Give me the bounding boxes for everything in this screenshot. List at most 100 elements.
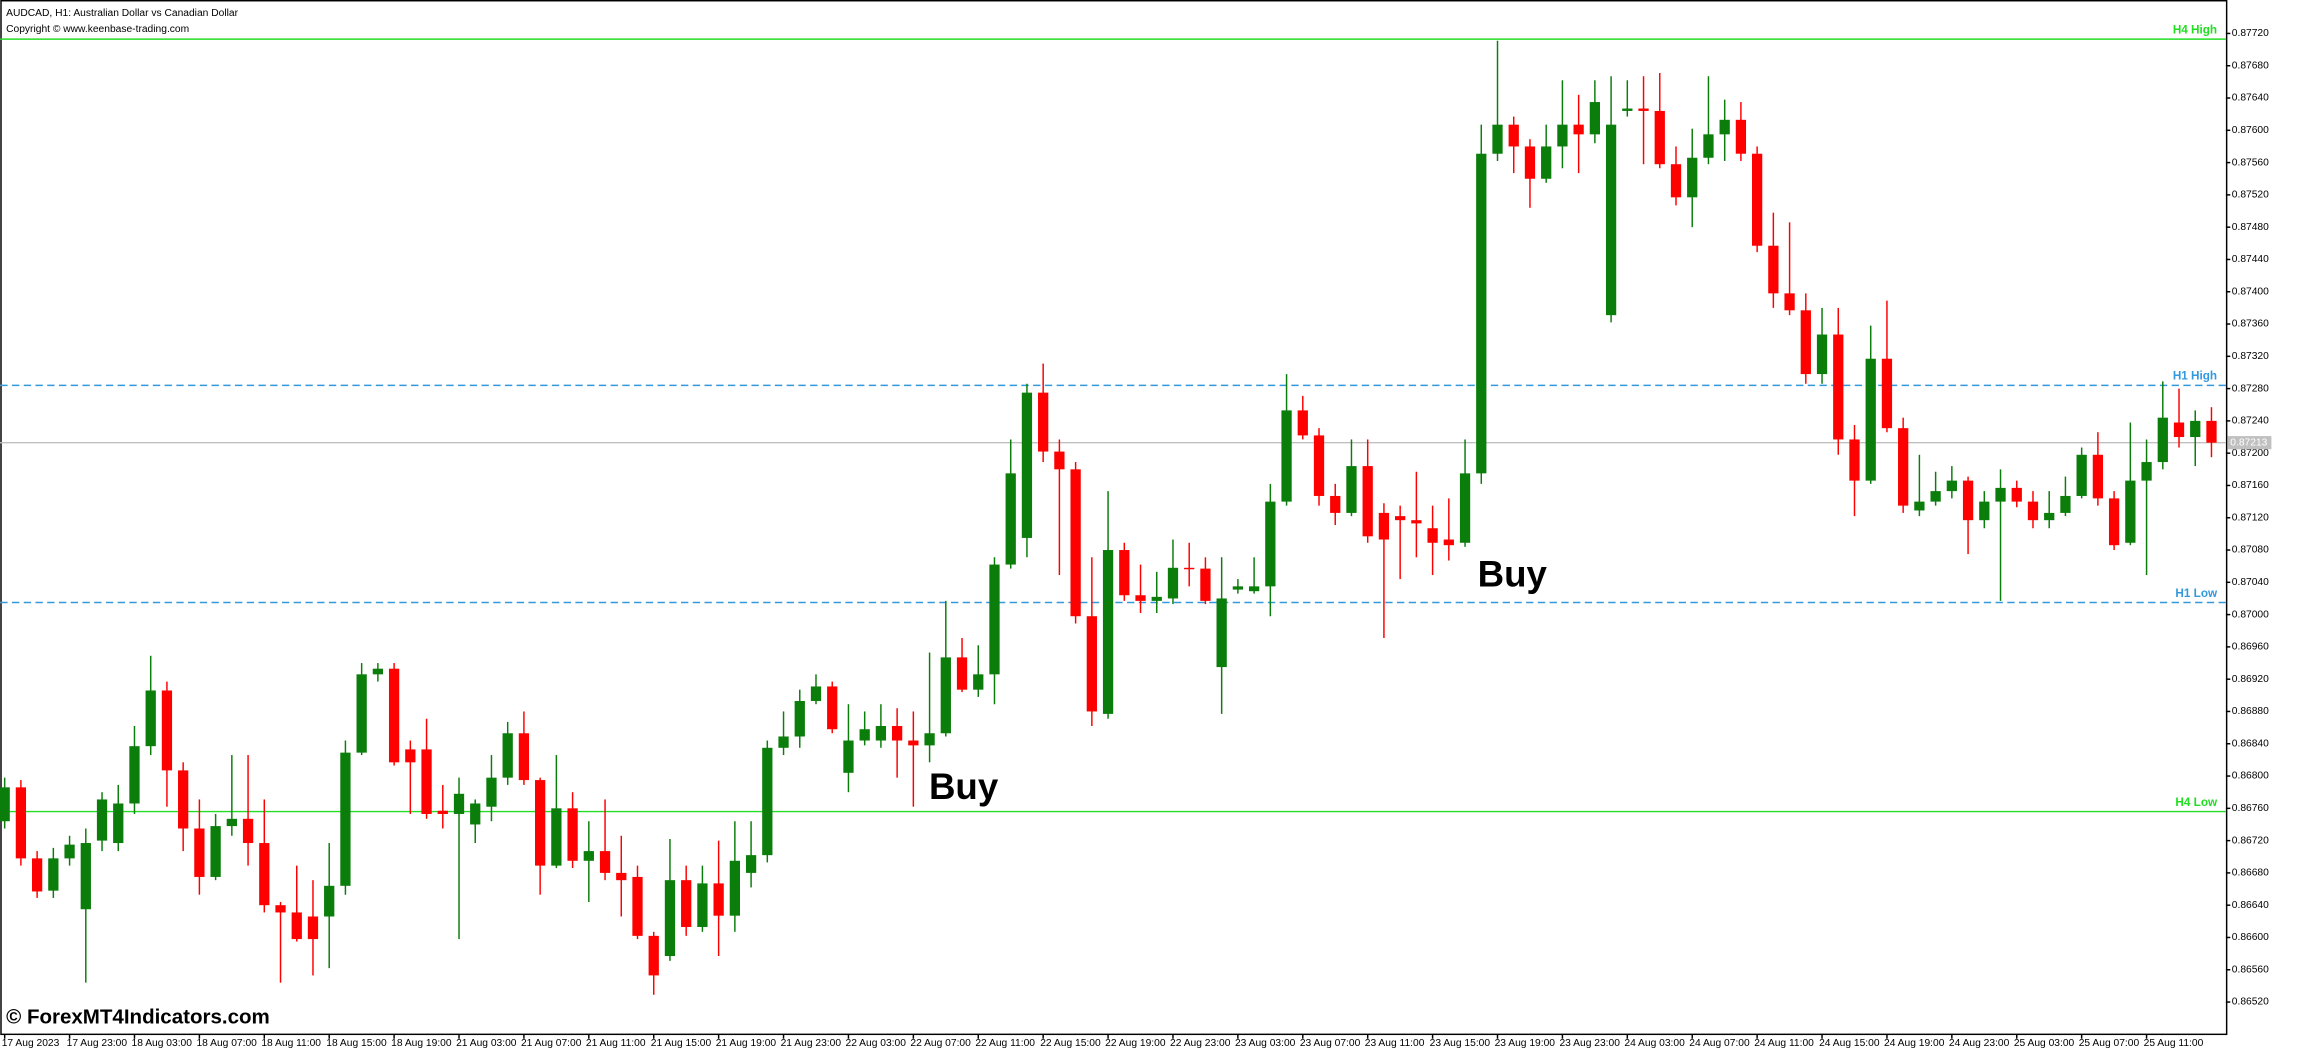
y-tick-label: 0.87560 bbox=[2232, 157, 2269, 168]
y-tick-label: 0.86840 bbox=[2232, 738, 2269, 749]
x-tick-label: 24 Aug 15:00 bbox=[1819, 1038, 1880, 1049]
candle-body bbox=[2076, 454, 2087, 496]
candle-body bbox=[0, 787, 10, 822]
candle-body bbox=[1735, 119, 1747, 154]
candle-body bbox=[1492, 124, 1503, 154]
candle-body bbox=[1703, 134, 1714, 158]
candle-body bbox=[242, 818, 254, 844]
candle-body bbox=[2027, 501, 2039, 521]
candle-body bbox=[940, 657, 951, 734]
candle-body bbox=[502, 733, 513, 778]
candle-body bbox=[810, 686, 822, 701]
candle-body bbox=[1313, 435, 1325, 496]
x-tick-label: 18 Aug 11:00 bbox=[261, 1038, 321, 1049]
candle-body bbox=[1395, 516, 1406, 521]
y-tick-label: 0.87440 bbox=[2232, 254, 2269, 265]
candle-body bbox=[843, 740, 854, 773]
x-tick-label: 25 Aug 11:00 bbox=[2144, 1038, 2204, 1049]
current-price-label: 0.87213 bbox=[2230, 437, 2267, 448]
candle-body bbox=[1459, 473, 1471, 543]
candle-body bbox=[96, 799, 108, 841]
candle-body bbox=[1476, 153, 1487, 474]
y-tick-label: 0.87720 bbox=[2232, 28, 2269, 39]
candle-body bbox=[1622, 108, 1633, 111]
candle-body bbox=[729, 860, 740, 916]
candle-body bbox=[713, 883, 724, 916]
y-tick-label: 0.87200 bbox=[2232, 448, 2269, 459]
candle-body bbox=[1248, 586, 1260, 592]
candle-body bbox=[745, 855, 757, 873]
candle-body bbox=[15, 787, 27, 859]
candle-body bbox=[2108, 498, 2120, 546]
y-tick-label: 0.87160 bbox=[2232, 480, 2269, 491]
y-tick-label: 0.87040 bbox=[2232, 577, 2269, 588]
candle-body bbox=[113, 803, 124, 844]
candle-body bbox=[1119, 550, 1130, 596]
y-tick-label: 0.87480 bbox=[2232, 222, 2269, 233]
candle-body bbox=[989, 564, 1000, 675]
x-tick-label: 22 Aug 19:00 bbox=[1105, 1038, 1166, 1049]
x-tick-label: 18 Aug 19:00 bbox=[391, 1038, 452, 1049]
candle-body bbox=[583, 851, 594, 861]
candle-body bbox=[275, 905, 286, 913]
candle-body bbox=[2173, 422, 2185, 438]
candle-body bbox=[1427, 528, 1438, 543]
candle-body bbox=[421, 749, 432, 814]
candle-body bbox=[259, 843, 270, 906]
candle-body bbox=[145, 690, 156, 747]
y-tick-label: 0.86560 bbox=[2232, 964, 2269, 975]
candle-body bbox=[1297, 410, 1308, 436]
y-tick-label: 0.86760 bbox=[2232, 803, 2269, 814]
candle-body bbox=[161, 690, 173, 771]
x-tick-label: 21 Aug 15:00 bbox=[651, 1038, 712, 1049]
candle-body bbox=[210, 826, 221, 877]
candle-body bbox=[1914, 501, 1925, 511]
x-tick-label: 22 Aug 07:00 bbox=[910, 1038, 971, 1049]
candle-body bbox=[1557, 124, 1568, 147]
level-label: H1 Low bbox=[2175, 587, 2218, 600]
annotation: Buy bbox=[929, 766, 999, 807]
candle-body bbox=[1670, 164, 1682, 198]
y-tick-label: 0.87400 bbox=[2232, 286, 2269, 297]
y-tick-label: 0.86640 bbox=[2232, 900, 2269, 911]
candle-body bbox=[664, 880, 676, 957]
candle-body bbox=[778, 736, 789, 748]
y-tick-label: 0.86920 bbox=[2232, 674, 2269, 685]
candle-body bbox=[1751, 153, 1763, 246]
candle-body bbox=[1865, 358, 1876, 481]
y-tick-label: 0.87520 bbox=[2232, 190, 2269, 201]
x-tick-label: 21 Aug 23:00 bbox=[781, 1038, 842, 1049]
candle-body bbox=[129, 746, 140, 804]
x-tick-label: 23 Aug 11:00 bbox=[1365, 1038, 1425, 1049]
candle-body bbox=[324, 885, 335, 917]
x-tick-label: 22 Aug 15:00 bbox=[1040, 1038, 1101, 1049]
candle-body bbox=[1849, 439, 1860, 481]
candle-body bbox=[2157, 417, 2168, 463]
candle-body bbox=[194, 828, 205, 877]
candle-body bbox=[1054, 451, 1065, 470]
x-tick-label: 21 Aug 03:00 bbox=[456, 1038, 517, 1049]
candle-body bbox=[1232, 586, 1244, 590]
candle-body bbox=[1151, 596, 1162, 601]
candle-body bbox=[1411, 520, 1422, 524]
candle-body bbox=[1654, 110, 1665, 165]
x-tick-label: 21 Aug 07:00 bbox=[521, 1038, 582, 1049]
candle-body bbox=[1995, 487, 2006, 502]
candle-body bbox=[1979, 501, 1990, 521]
candle-body bbox=[762, 747, 773, 856]
x-tick-label: 24 Aug 11:00 bbox=[1754, 1038, 1814, 1049]
y-tick-label: 0.86800 bbox=[2232, 771, 2269, 782]
candle-body bbox=[453, 793, 465, 814]
x-tick-label: 22 Aug 03:00 bbox=[846, 1038, 907, 1049]
candle-body bbox=[1687, 157, 1698, 198]
candle-body bbox=[2011, 487, 2022, 502]
candle-body bbox=[64, 844, 75, 859]
candle-body bbox=[48, 858, 59, 891]
candle-body bbox=[1816, 334, 1828, 375]
candle-body bbox=[1881, 358, 1893, 429]
candle-body bbox=[1962, 480, 1974, 521]
candle-body bbox=[551, 808, 562, 866]
candle-body bbox=[1362, 466, 1373, 537]
